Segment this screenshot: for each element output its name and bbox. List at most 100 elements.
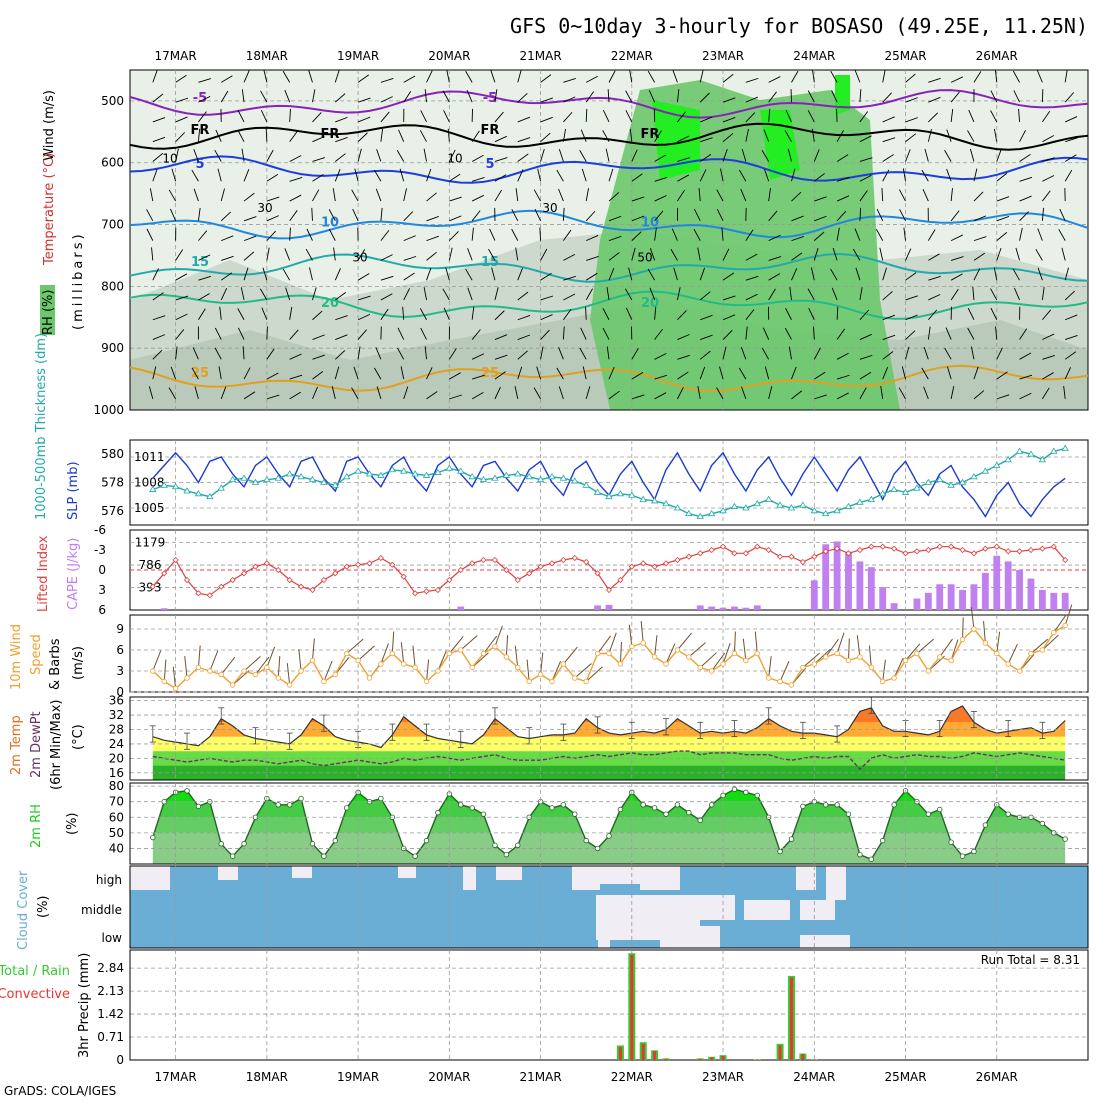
- thickness-series-point: [844, 502, 853, 509]
- wind-barb: [1064, 267, 1069, 281]
- wind-barb: [540, 295, 554, 301]
- wind-speed-series-point: [629, 643, 635, 650]
- wind-barb-10m: [733, 631, 736, 654]
- wind-barb: [494, 135, 507, 143]
- wind-barb: [968, 109, 975, 123]
- wind-barb: [996, 215, 1010, 222]
- wind-barb: [175, 329, 185, 340]
- wind-barb: [311, 207, 313, 221]
- thickness-series-point: [194, 490, 203, 497]
- wind-barb: [1041, 287, 1045, 301]
- date-tick-top: 18MAR: [246, 49, 288, 63]
- wind-barb: [1042, 157, 1055, 162]
- lifted-index-point: [662, 560, 670, 567]
- wind-barb: [198, 254, 211, 261]
- wind-barb-10m: [323, 660, 333, 682]
- wind-barb: [813, 326, 815, 340]
- wind-barb: [768, 288, 776, 301]
- wind-barb: [175, 132, 186, 143]
- rh2m-series-point: [458, 802, 464, 808]
- wind-barb: [490, 69, 496, 83]
- wind-barb: [1019, 211, 1029, 222]
- wind-barb: [995, 326, 998, 340]
- wind-speed-series-point: [845, 657, 852, 664]
- wind-barb: [198, 78, 211, 83]
- thickness-series-point: [650, 497, 659, 504]
- wind-barb: [424, 346, 427, 360]
- rh2m-series-point: [880, 837, 886, 844]
- wind-speed-series-point: [811, 661, 817, 667]
- date-tick-bottom: 22MAR: [611, 1070, 653, 1084]
- lifted-index-point: [1039, 545, 1046, 552]
- wind-barb: [1013, 90, 1020, 103]
- thickness-series-point: [149, 485, 157, 492]
- temperature-contour-label: -5: [193, 91, 207, 106]
- wind-barb: [152, 315, 166, 321]
- wind-barb: [945, 327, 952, 340]
- rh2m-series-point: [480, 811, 487, 817]
- wind-barb-10m: [856, 635, 861, 658]
- wind-barb: [357, 97, 371, 103]
- wind-barb: [608, 235, 622, 242]
- wind-barb: [1019, 352, 1032, 360]
- wind-barb: [1042, 175, 1055, 182]
- thickness-series-point: [662, 499, 670, 507]
- wind-barb: [426, 70, 433, 83]
- wind-barb-10m: [152, 650, 162, 672]
- wind-barb: [606, 346, 610, 360]
- wind-barb: [882, 334, 896, 340]
- temperature-contour-label: 10: [321, 216, 339, 231]
- thickness-series-point: [787, 504, 796, 511]
- wind-speed-series-point: [948, 657, 954, 664]
- wind-barb: [175, 313, 188, 321]
- wind-barb: [312, 334, 325, 340]
- lifted-index-point: [320, 576, 327, 584]
- rh-contour-label: 10: [162, 152, 177, 166]
- wind-barb: [608, 215, 622, 222]
- wind-speed-series-point: [435, 668, 441, 674]
- precip-convective-bar: [801, 1054, 805, 1060]
- wind-barb: [397, 347, 405, 360]
- lifted-index-point: [457, 566, 464, 574]
- wind-barb: [585, 91, 595, 103]
- thickness-series-point: [628, 491, 636, 498]
- wind-barb: [882, 116, 895, 123]
- date-tick-top: 20MAR: [428, 49, 470, 63]
- wind-barb: [697, 247, 701, 261]
- wind-speed-series-point: [891, 675, 897, 681]
- wind-barb: [332, 188, 336, 202]
- wind-barb: [168, 189, 177, 202]
- wind-barb: [994, 69, 998, 83]
- thickness-series-point: [217, 484, 225, 491]
- wind-barb: [380, 254, 393, 261]
- wind-barb: [335, 137, 348, 143]
- cape-bar: [890, 603, 898, 610]
- date-tick-top: 21MAR: [519, 49, 561, 63]
- wind-barb: [197, 128, 201, 142]
- temperature-contour-2: [129, 122, 1089, 151]
- wind-barb: [193, 188, 199, 202]
- cloud-gap: [292, 866, 312, 878]
- wind-barb-10m: [654, 635, 658, 658]
- lifted-index-point: [389, 561, 396, 568]
- wind-barb: [967, 307, 975, 320]
- thickness-series-point: [901, 488, 910, 495]
- lifted-index-point: [902, 550, 909, 557]
- wind-speed-series-point: [880, 678, 886, 685]
- date-tick-top: 19MAR: [337, 49, 379, 63]
- wind-barb-10m: [311, 638, 315, 661]
- wind-barb: [266, 247, 270, 261]
- cape-bar: [924, 592, 932, 610]
- rh-tick: 70: [109, 795, 124, 809]
- wind-barb: [403, 386, 409, 400]
- thickness-series-point: [582, 481, 590, 488]
- wind-barb-10m: [163, 659, 167, 682]
- wind-barb: [973, 71, 982, 83]
- wind-barb: [449, 394, 462, 400]
- wind-speed-series-point: [286, 682, 293, 688]
- wind-barb: [579, 347, 587, 360]
- wind-barb: [488, 248, 496, 261]
- wind-barb: [631, 247, 636, 261]
- wind-barb: [950, 210, 960, 222]
